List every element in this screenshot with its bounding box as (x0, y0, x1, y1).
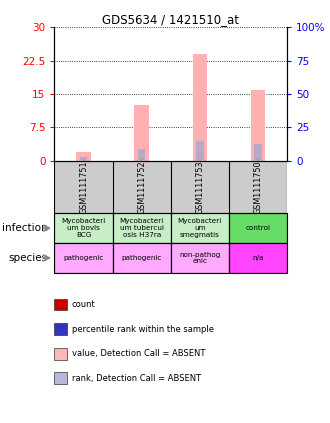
Bar (54, 243, 113, 273)
Bar (254, 144, 262, 161)
Bar (257, 159, 259, 161)
Text: value, Detection Call = ABSENT: value, Detection Call = ABSENT (72, 349, 205, 358)
Bar (141, 159, 143, 161)
Bar (199, 159, 201, 161)
Text: percentile rank within the sample: percentile rank within the sample (72, 324, 214, 334)
Title: GDS5634 / 1421510_at: GDS5634 / 1421510_at (102, 14, 239, 26)
Text: Mycobacteri
um
smegmatis: Mycobacteri um smegmatis (178, 218, 222, 238)
Text: infection: infection (2, 223, 48, 233)
Text: GSM1111750: GSM1111750 (253, 160, 263, 214)
Bar (82, 159, 84, 161)
Text: GSM1111752: GSM1111752 (137, 160, 146, 214)
Text: pathogenic: pathogenic (63, 255, 104, 261)
Text: n/a: n/a (252, 255, 264, 261)
Text: count: count (72, 300, 96, 309)
Text: GSM1111751: GSM1111751 (79, 160, 88, 214)
Bar (138, 149, 145, 161)
Bar (171, 243, 229, 273)
Text: Mycobacteri
um tubercul
osis H37ra: Mycobacteri um tubercul osis H37ra (119, 218, 164, 238)
Bar (192, 54, 207, 161)
Text: species: species (8, 253, 48, 263)
Text: rank, Detection Call = ABSENT: rank, Detection Call = ABSENT (72, 374, 201, 383)
Bar (76, 152, 91, 161)
Bar (113, 243, 171, 273)
Bar (251, 90, 265, 161)
Bar (113, 213, 171, 243)
Text: non-pathog
enic: non-pathog enic (179, 252, 220, 264)
Bar (54, 213, 113, 243)
Text: GSM1111753: GSM1111753 (195, 160, 204, 214)
Bar (134, 105, 149, 161)
Bar (229, 213, 287, 243)
Bar (171, 213, 229, 243)
Text: pathogenic: pathogenic (121, 255, 162, 261)
Text: Mycobacteri
um bovis
BCG: Mycobacteri um bovis BCG (61, 218, 106, 238)
Bar (196, 141, 204, 161)
Bar (229, 243, 287, 273)
Text: control: control (246, 225, 271, 231)
Bar (80, 157, 87, 161)
